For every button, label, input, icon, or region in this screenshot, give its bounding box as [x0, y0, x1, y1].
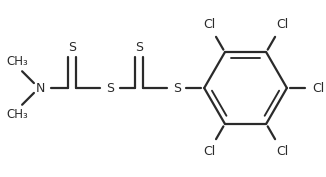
Text: Cl: Cl	[312, 81, 324, 95]
Text: CH₃: CH₃	[6, 108, 28, 121]
Text: N: N	[36, 81, 46, 95]
Text: Cl: Cl	[276, 18, 288, 32]
Text: Cl: Cl	[276, 145, 288, 158]
Text: S: S	[173, 81, 181, 95]
Text: S: S	[135, 41, 143, 54]
Text: S: S	[68, 41, 76, 54]
Text: CH₃: CH₃	[6, 55, 28, 68]
Text: Cl: Cl	[203, 18, 215, 32]
Text: Cl: Cl	[203, 145, 215, 158]
Text: S: S	[106, 81, 114, 95]
